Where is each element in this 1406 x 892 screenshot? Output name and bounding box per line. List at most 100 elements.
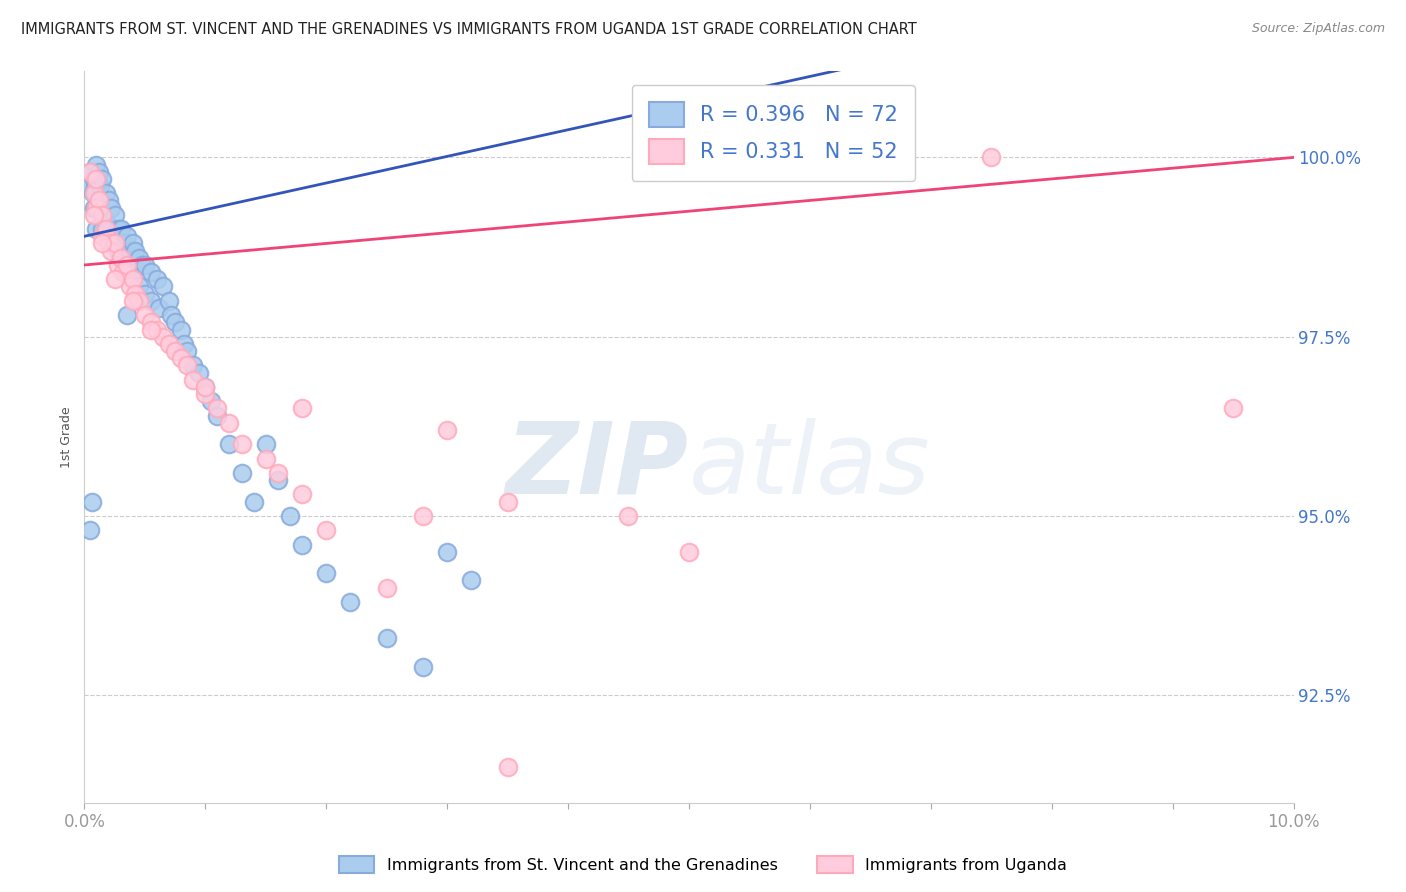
Point [139, 265, 162, 279]
Point [94, 222, 117, 236]
Point [194, 380, 217, 394]
Point [291, 538, 314, 552]
Point [94, 186, 117, 201]
Point [128, 251, 150, 265]
Point [188, 366, 211, 380]
Point [315, 524, 337, 538]
Point [110, 251, 132, 265]
Point [160, 308, 183, 322]
Point [181, 359, 204, 373]
Point [181, 373, 204, 387]
Point [97, 222, 120, 236]
Point [91, 229, 114, 244]
Point [254, 437, 277, 451]
Point [97, 236, 120, 251]
Point [152, 279, 174, 293]
Point [79, 524, 101, 538]
Point [375, 631, 398, 645]
Point [91, 172, 114, 186]
Point [91, 236, 114, 251]
Point [83, 172, 105, 186]
Point [194, 380, 217, 394]
Point [436, 423, 458, 437]
Point [83, 186, 105, 201]
Point [375, 581, 398, 595]
Point [84, 179, 107, 194]
Point [176, 359, 198, 373]
Point [121, 293, 143, 308]
Point [86, 172, 108, 186]
Point [617, 508, 640, 523]
Text: IMMIGRANTS FROM ST. VINCENT AND THE GRENADINES VS IMMIGRANTS FROM UGANDA 1ST GRA: IMMIGRANTS FROM ST. VINCENT AND THE GREN… [21, 22, 917, 37]
Point [1222, 401, 1244, 416]
Point [412, 508, 434, 523]
Point [231, 466, 253, 480]
Point [157, 293, 180, 308]
Point [87, 165, 110, 179]
Point [218, 437, 240, 451]
Point [146, 322, 169, 336]
Y-axis label: 1st Grade: 1st Grade [60, 406, 73, 468]
Point [231, 437, 253, 451]
Point [100, 229, 122, 244]
Point [97, 194, 120, 208]
Point [128, 293, 150, 308]
Point [91, 208, 114, 222]
Point [115, 229, 138, 244]
Point [678, 545, 700, 559]
Point [152, 329, 174, 343]
Point [80, 494, 103, 508]
Point [121, 272, 143, 286]
Point [104, 236, 127, 251]
Point [254, 451, 277, 466]
Point [100, 201, 122, 215]
Point [86, 158, 108, 172]
Point [291, 487, 314, 501]
Legend: R = 0.396   N = 72, R = 0.331   N = 52: R = 0.396 N = 72, R = 0.331 N = 52 [631, 85, 915, 181]
Point [194, 387, 217, 401]
Point [121, 265, 143, 279]
Point [412, 659, 434, 673]
Point [124, 286, 146, 301]
Point [124, 244, 146, 258]
Point [112, 236, 135, 251]
Point [104, 208, 127, 222]
Point [315, 566, 337, 581]
Point [170, 351, 193, 366]
Point [496, 494, 519, 508]
Point [86, 222, 108, 236]
Point [200, 394, 222, 409]
Point [104, 236, 127, 251]
Point [267, 473, 290, 487]
Point [278, 508, 301, 523]
Point [115, 258, 138, 272]
Point [291, 401, 314, 416]
Point [146, 272, 169, 286]
Point [242, 494, 264, 508]
Point [165, 315, 187, 329]
Point [107, 222, 129, 236]
Point [134, 286, 156, 301]
Point [128, 279, 150, 293]
Point [139, 315, 162, 329]
Point [107, 244, 129, 258]
Point [79, 179, 101, 194]
Point [460, 574, 482, 588]
Point [79, 165, 101, 179]
Point [87, 194, 110, 208]
Point [112, 265, 135, 279]
Point [980, 150, 1002, 164]
Point [496, 760, 519, 774]
Point [107, 258, 129, 272]
Point [134, 308, 156, 322]
Point [120, 244, 142, 258]
Point [115, 258, 138, 272]
Point [87, 194, 110, 208]
Point [139, 322, 162, 336]
Point [165, 344, 187, 359]
Point [79, 165, 101, 179]
Point [176, 344, 198, 359]
Point [218, 416, 240, 430]
Text: Source: ZipAtlas.com: Source: ZipAtlas.com [1251, 22, 1385, 36]
Point [91, 222, 114, 236]
